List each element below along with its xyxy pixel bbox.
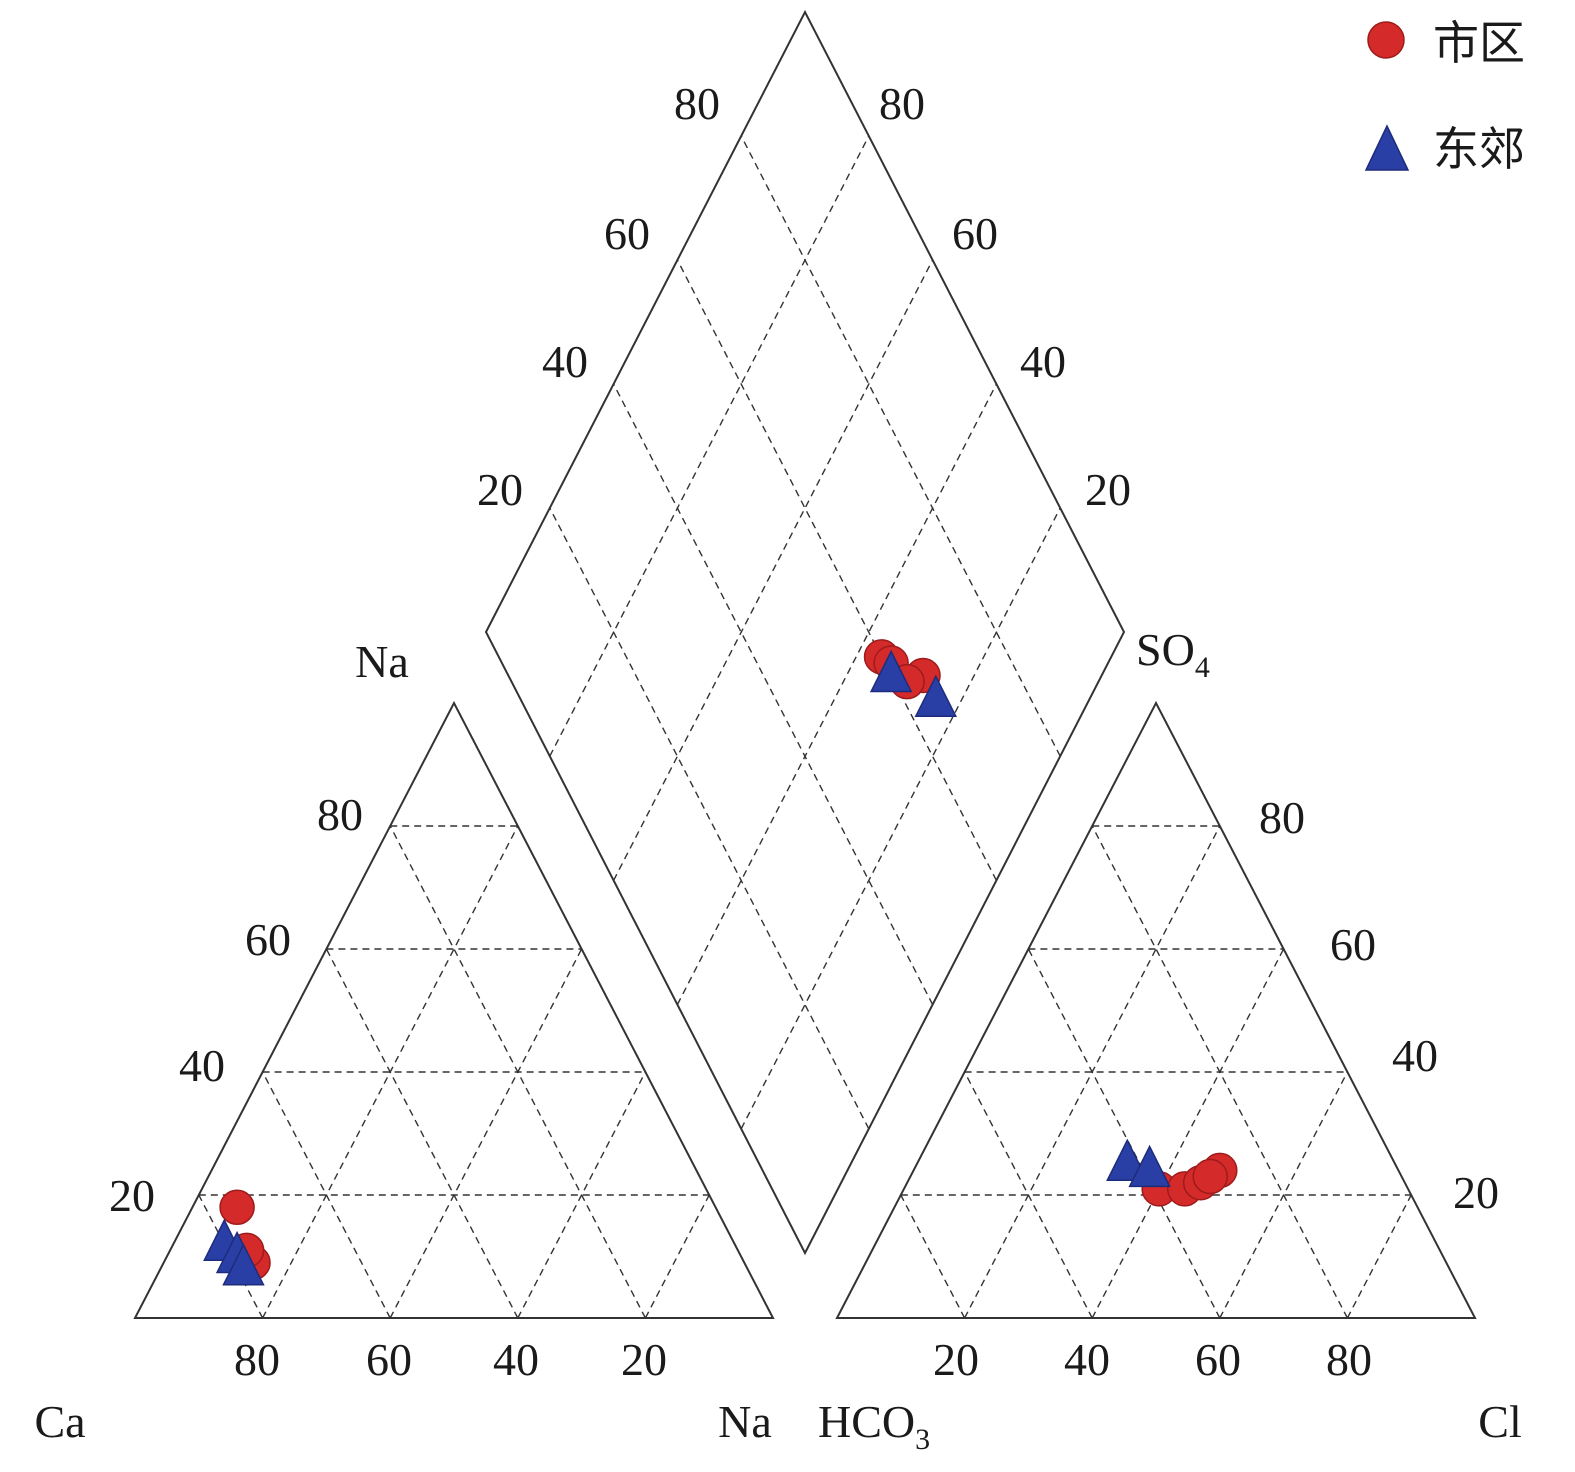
cation-ca-label: Ca (34, 1396, 85, 1447)
anion-grid-line (963, 1071, 1093, 1319)
data-points (203, 639, 1238, 1286)
diamond-point (869, 649, 913, 693)
legend-circle-marker (1367, 21, 1405, 59)
anion-so4-label: SO4 (1136, 624, 1210, 684)
anion-bottom-tick: 40 (1064, 1334, 1110, 1385)
anion-hco3-subscript: 3 (915, 1423, 930, 1456)
diamond-grid-line (612, 383, 934, 1005)
anion-triangle-frame (835, 700, 1477, 1319)
diamond-grid-line (676, 259, 998, 881)
cation-grid-line (325, 948, 519, 1319)
legend-triangle-marker (1364, 124, 1410, 171)
cation-bottom-tick: 60 (366, 1334, 412, 1385)
diamond-left-tick: 60 (604, 208, 650, 259)
cation-bottom-tick: 40 (493, 1334, 539, 1385)
cation-left-tick: 80 (317, 789, 363, 840)
legend-label-east: 东郊 (1433, 122, 1525, 176)
cation-left-tick: 40 (179, 1040, 225, 1091)
cation-left-tick: 60 (245, 914, 291, 965)
anion-bottom-tick: 60 (1195, 1334, 1241, 1385)
cation-triangle-frame (133, 700, 775, 1319)
anion-right-tick: 60 (1330, 919, 1376, 970)
diamond-grid-line (676, 383, 998, 1005)
diamond-grid-line (740, 507, 1061, 1130)
anion-hco3-main: HCO (818, 1396, 915, 1447)
diamond-frame (484, 9, 1126, 1256)
anion-grid-line (900, 1194, 966, 1319)
cation-left-tick: 20 (109, 1170, 155, 1221)
anion-point (1128, 1144, 1171, 1188)
cation-grid-line (644, 1194, 710, 1319)
cation-na-apex-label: Na (355, 636, 409, 687)
anion-point (1192, 1158, 1228, 1195)
diamond-grid-line (612, 259, 934, 881)
diamond-grid-line (549, 507, 870, 1130)
grid-lines (198, 135, 1412, 1319)
legend-label-city: 市区 (1433, 16, 1525, 70)
cation-na-label: Na (718, 1396, 772, 1447)
diamond-right-tick: 80 (879, 78, 925, 129)
diamond-point (914, 674, 958, 718)
diamond-right-tick: 40 (1020, 336, 1066, 387)
cation-grid-line (517, 1071, 647, 1319)
anion-right-tick: 20 (1453, 1167, 1499, 1218)
diamond-right-tick: 20 (1085, 464, 1131, 515)
diamond-right-tick: 60 (952, 208, 998, 259)
anion-right-tick: 80 (1259, 792, 1305, 843)
diamond-left-tick: 80 (674, 78, 720, 129)
cation-point (219, 1189, 255, 1226)
anion-hco3-label: HCO3 (818, 1396, 930, 1456)
anion-grid-line (1091, 948, 1285, 1319)
cation-point (222, 1243, 265, 1286)
anion-grid-line (1346, 1194, 1412, 1319)
diamond-left-tick: 20 (477, 464, 523, 515)
anion-so4-subscript: 4 (1195, 651, 1210, 684)
legend: 市区 东郊 (1364, 16, 1525, 176)
cation-grid-line (261, 1071, 391, 1319)
cation-bottom-tick: 80 (234, 1334, 280, 1385)
diamond-grid-line (549, 135, 870, 757)
anion-bottom-tick: 20 (933, 1334, 979, 1385)
anion-right-tick: 40 (1392, 1030, 1438, 1081)
cation-bottom-tick: 20 (621, 1334, 667, 1385)
anion-so4-main: SO (1136, 624, 1195, 675)
cation-grid-line (389, 948, 583, 1319)
anion-cl-label: Cl (1478, 1396, 1521, 1447)
diamond-left-tick: 40 (542, 336, 588, 387)
anion-grid-line (1219, 1071, 1349, 1319)
anion-bottom-tick: 80 (1326, 1334, 1372, 1385)
diamond-grid-line (740, 135, 1061, 757)
anion-grid-line (1027, 948, 1221, 1319)
